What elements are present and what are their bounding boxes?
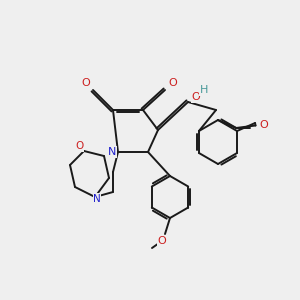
Text: O: O (158, 236, 166, 246)
Text: O: O (192, 92, 200, 102)
Text: N: N (93, 194, 101, 204)
Text: O: O (82, 78, 90, 88)
Text: N: N (108, 147, 116, 157)
Text: O: O (169, 78, 177, 88)
Text: O: O (259, 121, 268, 130)
Text: O: O (75, 141, 83, 151)
Text: H: H (200, 85, 208, 95)
